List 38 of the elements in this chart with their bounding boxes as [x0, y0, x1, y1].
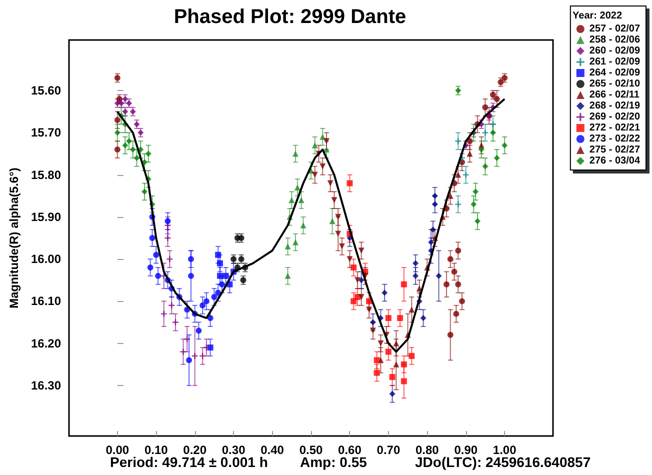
legend-label: 266 - 02/11 [589, 90, 640, 100]
x-tick-label: 0.80 [415, 443, 440, 457]
legend-label: 258 - 02/06 [589, 34, 640, 46]
legend-label: 276 - 03/04 [589, 156, 640, 166]
x-tick-label: 0.40 [260, 443, 284, 457]
x-tick-label: 0.90 [454, 443, 478, 457]
x-tick-label: 1.00 [492, 443, 517, 457]
legend-label: 269 - 02/20 [589, 112, 640, 122]
x-tick-label: 0.00 [106, 443, 130, 457]
x-tick-label: 0.10 [144, 443, 168, 457]
y-tick-label: 16.00 [30, 252, 62, 266]
text: Period: 49.714 ± 0.001 h [110, 454, 268, 470]
legend-label: 273 - 02/22 [589, 134, 640, 144]
legend-label: 257 - 02/07 [589, 24, 640, 34]
x-tick-label: 0.50 [299, 443, 323, 457]
y-axis-title: Magnitude(R) alpha(5.6°) [7, 168, 22, 308]
legend-label: 260 - 02/09 [589, 46, 640, 56]
y-tick-label: 16.30 [30, 378, 62, 392]
legend-label: 272 - 02/21 [589, 122, 640, 134]
x-tick-label: 0.70 [376, 443, 400, 457]
chart-title: Phased Plot: 2999 Dante [174, 6, 406, 28]
text: Amp: 0.55 [300, 454, 368, 470]
x-tick-label: 0.30 [222, 443, 246, 457]
x-tick-label: 0.20 [183, 443, 207, 457]
legend-label: 264 - 02/09 [589, 68, 640, 78]
legend-label: 275 - 02/27 [589, 144, 640, 156]
y-tick-label: 15.70 [30, 126, 62, 140]
y-tick-label: 15.60 [30, 84, 62, 98]
y-tick-label: 16.10 [30, 294, 62, 308]
y-tick-label: 15.90 [30, 210, 62, 224]
legend-label: 261 - 02/09 [589, 56, 640, 68]
y-tick-label: 16.20 [30, 336, 62, 350]
text: JDo(LTC): 2459616.640857 [415, 454, 591, 470]
legend-label: 268 - 02/19 [589, 100, 640, 112]
legend-title: Year: 2022 [572, 10, 622, 22]
legend-label: 265 - 02/10 [589, 78, 640, 90]
x-tick-label: 0.60 [338, 443, 362, 457]
y-tick-label: 15.80 [30, 168, 62, 182]
